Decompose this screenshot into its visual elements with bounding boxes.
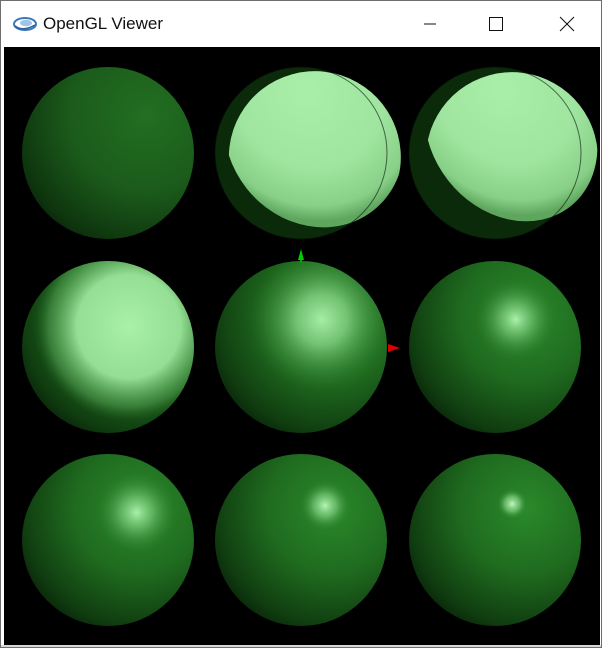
sphere-row1-col2 <box>214 47 404 240</box>
sphere-row3-col3 <box>409 454 581 626</box>
sphere-row1-col3 <box>408 47 598 240</box>
maximize-icon <box>489 17 503 31</box>
sphere-row1-col1 <box>22 67 194 239</box>
minimize-icon <box>424 23 436 25</box>
sphere-row2-col1 <box>22 261 194 433</box>
sphere-row3-col2 <box>215 454 387 626</box>
minimize-button[interactable] <box>407 1 453 47</box>
close-icon <box>559 16 575 32</box>
window-bottom-edge <box>1 645 601 647</box>
gl-viewport[interactable] <box>4 47 600 645</box>
close-button[interactable] <box>544 1 590 47</box>
title-bar[interactable]: OpenGL Viewer <box>1 1 601 47</box>
sphere-row2-col3 <box>409 261 581 433</box>
sphere-row2-col2 <box>215 261 387 433</box>
opengl-logo-icon <box>13 17 37 31</box>
y-axis-marker <box>298 249 304 260</box>
scene-canvas <box>22 47 598 626</box>
maximize-button[interactable] <box>473 1 519 47</box>
window-title: OpenGL Viewer <box>43 14 164 33</box>
x-axis-marker <box>388 344 400 352</box>
sphere-row3-col1 <box>22 454 202 626</box>
